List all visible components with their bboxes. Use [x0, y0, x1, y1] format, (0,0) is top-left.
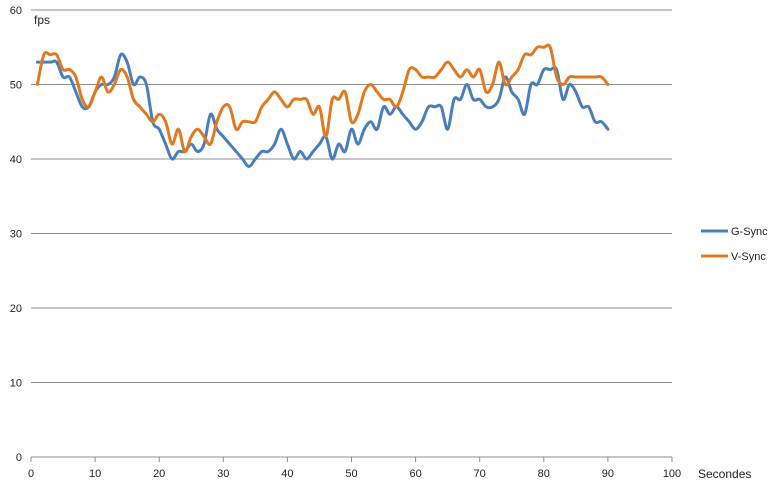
x-tick-label: 70 — [474, 468, 486, 480]
x-axis-label: Secondes — [698, 467, 751, 481]
y-axis-label: fps — [34, 13, 50, 27]
series-lines — [35, 43, 610, 168]
x-tick-label: 40 — [281, 468, 293, 480]
y-tick-label: 30 — [10, 229, 22, 241]
x-tick-label: 80 — [538, 468, 550, 480]
y-tick-label: 50 — [10, 80, 22, 92]
y-tick-label: 20 — [10, 303, 22, 315]
x-tick-label: 0 — [28, 468, 34, 480]
y-tick-label: 40 — [10, 154, 22, 166]
x-axis-ticks: 0 10 20 30 40 50 60 70 80 90 100 — [28, 457, 681, 480]
series-line-v-sync — [35, 43, 610, 154]
y-tick-label: 0 — [16, 452, 22, 464]
y-axis-ticks: 0 10 20 30 40 50 60 — [10, 5, 22, 464]
y-tick-label: 10 — [10, 378, 22, 390]
legend: G-Sync V-Sync — [701, 226, 768, 263]
x-tick-label: 90 — [602, 468, 614, 480]
x-tick-label: 10 — [89, 468, 101, 480]
legend-label-g-sync: G-Sync — [731, 226, 768, 238]
gridlines — [31, 9, 672, 383]
legend-label-v-sync: V-Sync — [731, 251, 766, 263]
x-tick-label: 30 — [217, 468, 229, 480]
x-tick-label: 100 — [663, 468, 681, 480]
y-tick-label: 60 — [10, 5, 22, 17]
x-tick-label: 20 — [153, 468, 165, 480]
x-tick-label: 50 — [345, 468, 357, 480]
x-tick-label: 60 — [409, 468, 421, 480]
